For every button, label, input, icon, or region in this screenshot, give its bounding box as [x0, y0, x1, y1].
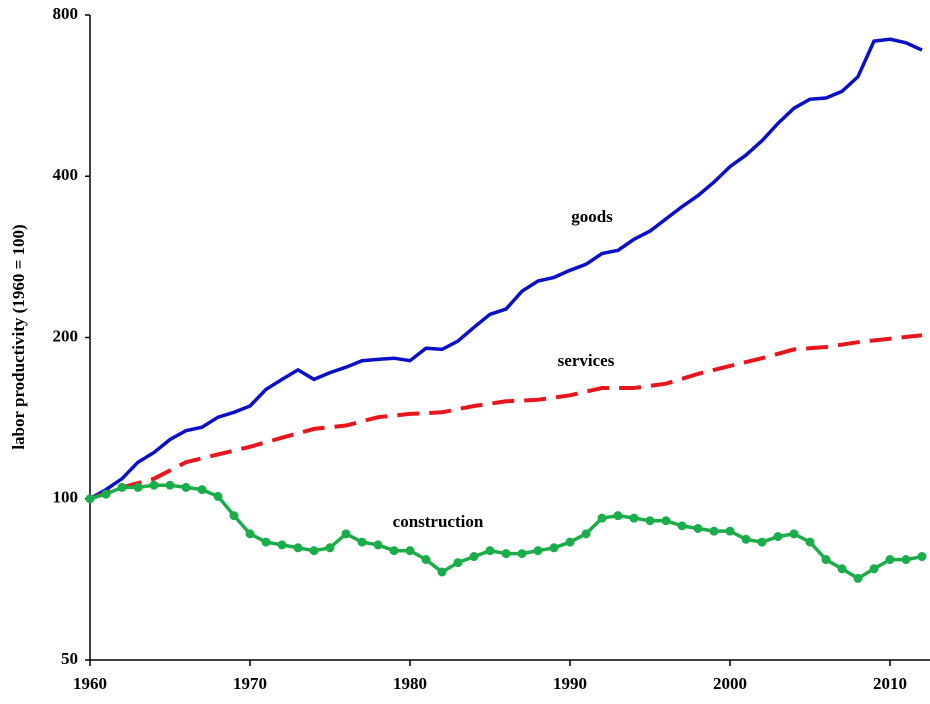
point	[693, 523, 703, 533]
y-tick-label: 100	[53, 488, 79, 507]
point	[437, 567, 447, 577]
series-label: construction	[393, 512, 484, 531]
point	[901, 555, 911, 565]
point	[485, 546, 495, 556]
y-tick-label: 200	[53, 326, 79, 345]
point	[149, 480, 159, 490]
point	[533, 546, 543, 556]
x-tick-label: 1960	[73, 674, 107, 693]
point	[645, 516, 655, 526]
point	[613, 511, 623, 521]
point	[325, 543, 335, 553]
point	[917, 552, 927, 562]
point	[341, 529, 351, 539]
point	[405, 546, 415, 556]
point	[357, 537, 367, 547]
point	[213, 491, 223, 501]
point	[517, 549, 527, 559]
point	[789, 529, 799, 539]
x-tick-label: 2000	[713, 674, 747, 693]
point	[261, 537, 271, 547]
x-tick-label: 1990	[553, 674, 587, 693]
point	[181, 482, 191, 492]
point	[757, 537, 767, 547]
point	[821, 555, 831, 565]
point	[165, 480, 175, 490]
series-label: goods	[571, 207, 613, 226]
point	[581, 529, 591, 539]
y-tick-label: 50	[61, 649, 78, 668]
line-0	[89, 37, 923, 501]
y-axis-label: labor productivity (1960 = 100)	[9, 224, 28, 449]
point	[389, 546, 399, 556]
point	[661, 516, 671, 526]
x-tick-label: 2010	[873, 674, 907, 693]
point	[725, 526, 735, 536]
point	[469, 552, 479, 562]
y-tick-label: 400	[53, 165, 79, 184]
point	[421, 555, 431, 565]
x-tick-label: 1980	[393, 674, 427, 693]
point	[709, 526, 719, 536]
point	[197, 485, 207, 495]
point	[101, 489, 111, 499]
point	[805, 537, 815, 547]
point	[309, 546, 319, 556]
point	[869, 564, 879, 574]
point	[117, 482, 127, 492]
line-1	[89, 333, 923, 501]
point	[133, 482, 143, 492]
point	[373, 540, 383, 550]
point	[629, 513, 639, 523]
point	[837, 564, 847, 574]
point	[677, 521, 687, 531]
x-tick-label: 1970	[233, 674, 267, 693]
point	[565, 537, 575, 547]
series-label: services	[558, 351, 615, 370]
point	[245, 529, 255, 539]
point	[85, 494, 95, 504]
point	[741, 534, 751, 544]
point	[853, 573, 863, 583]
point	[277, 540, 287, 550]
point	[293, 543, 303, 553]
point	[597, 513, 607, 523]
point	[501, 549, 511, 559]
y-tick-label: 800	[53, 4, 79, 23]
point	[773, 532, 783, 542]
point	[885, 555, 895, 565]
point	[549, 543, 559, 553]
point	[453, 558, 463, 568]
point	[229, 511, 239, 521]
